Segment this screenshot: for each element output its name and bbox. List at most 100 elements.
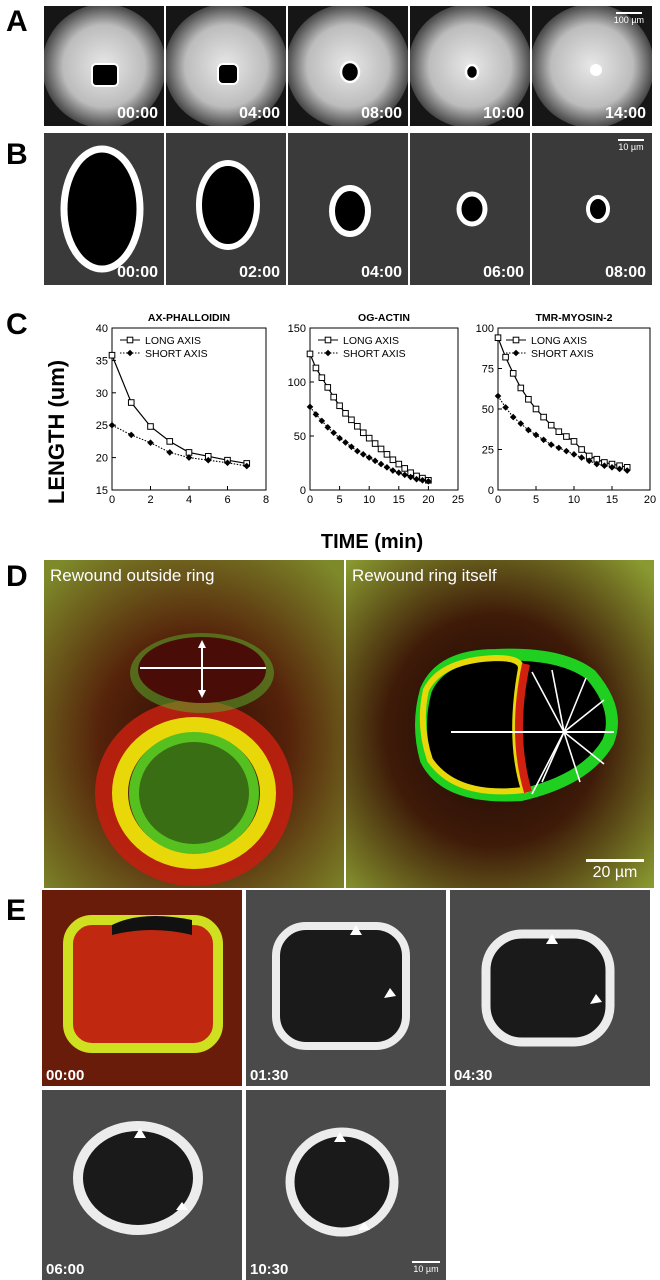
x-tick-label: 10 <box>568 494 580 506</box>
data-point-short-axis <box>185 454 193 461</box>
data-point-short-axis <box>401 471 409 479</box>
panel-b-frame: 06:00 <box>410 133 530 285</box>
x-tick-label: 20 <box>644 494 656 506</box>
panel-a-frame: 00:00 <box>44 6 164 126</box>
wound-image <box>42 1090 242 1280</box>
data-point-long-axis <box>312 364 320 372</box>
data-point-short-axis <box>365 454 373 461</box>
data-point-short-axis <box>509 413 517 421</box>
fluorescence-image <box>346 560 654 888</box>
panel-b-frame: 02:00 <box>166 133 286 285</box>
data-point-short-axis <box>359 451 367 458</box>
y-tick-label: 100 <box>476 323 494 335</box>
y-tick-label: 30 <box>96 388 108 400</box>
x-tick-label: 20 <box>422 494 434 506</box>
legend-label: SHORT AXIS <box>531 348 594 360</box>
data-point-long-axis <box>494 334 502 342</box>
timestamp: 02:00 <box>239 264 280 281</box>
y-tick-label: 100 <box>288 377 306 389</box>
x-axis-label: TIME (min) <box>321 531 423 553</box>
data-point-long-axis <box>532 405 540 413</box>
data-point-short-axis <box>306 403 314 411</box>
data-point-short-axis <box>494 392 502 400</box>
arrowhead-marker <box>590 994 602 1004</box>
data-point-long-axis <box>354 422 361 430</box>
data-point-short-axis <box>224 459 231 467</box>
legend-label: LONG AXIS <box>145 335 201 347</box>
data-point-short-axis <box>623 467 631 474</box>
panel-e-grid: 00:00 01:30 04:30 06:00 <box>42 890 654 1280</box>
y-tick-label: 35 <box>96 355 108 367</box>
egg-image <box>44 6 164 126</box>
arrowhead-marker <box>134 1128 146 1138</box>
timestamp: 14:00 <box>605 105 646 122</box>
panel-a-frame: 100 µm 14:00 <box>532 6 652 126</box>
panel-b-frame: 00:00 <box>44 133 164 285</box>
chart-title: AX-PHALLOIDIN <box>148 312 230 324</box>
data-point-long-axis <box>318 374 326 381</box>
series-line-short-axis <box>111 424 247 467</box>
data-point-short-axis <box>348 443 355 451</box>
y-tick-label: 15 <box>96 485 108 497</box>
wound-image <box>166 133 286 285</box>
data-point-short-axis <box>570 451 578 458</box>
scale-bar-label: 10 µm <box>618 142 644 152</box>
panel-a-row: 00:00 04:00 08:00 10:00 100 µm 14:00 <box>44 6 652 126</box>
timestamp: 10:30 <box>250 1261 289 1278</box>
data-point-short-axis <box>318 417 326 425</box>
data-point-short-axis <box>419 476 426 484</box>
data-point-long-axis <box>359 429 367 437</box>
legend-label: SHORT AXIS <box>145 348 208 360</box>
panel-label-b: B <box>6 138 28 171</box>
timestamp: 00:00 <box>117 264 158 281</box>
x-tick-label: 0 <box>495 494 501 506</box>
data-point-long-axis <box>330 393 337 401</box>
panel-e-frame: 00:00 <box>42 890 242 1086</box>
x-tick-label: 6 <box>224 494 230 506</box>
wound-image <box>246 1090 446 1280</box>
data-point-long-axis <box>547 421 555 429</box>
data-point-short-axis <box>547 441 555 448</box>
timestamp: 06:00 <box>46 1261 85 1278</box>
x-tick-label: 15 <box>606 494 618 506</box>
panel-d-left-title: Rewound outside ring <box>50 566 215 585</box>
data-point-short-axis <box>389 467 397 474</box>
data-point-short-axis <box>204 456 212 464</box>
timestamp: 06:00 <box>483 264 524 281</box>
data-point-short-axis <box>578 454 585 461</box>
series-line-long-axis <box>111 354 247 465</box>
data-point-short-axis <box>616 465 623 473</box>
panel-b-frame: 10 µm 08:00 <box>532 133 652 285</box>
data-point-short-axis <box>166 449 174 456</box>
data-point-short-axis <box>330 429 337 437</box>
data-point-short-axis <box>383 464 391 471</box>
panel-label-a: A <box>6 5 28 38</box>
data-point-long-axis <box>401 465 409 472</box>
data-point-long-axis <box>502 353 509 361</box>
panel-a-frame: 08:00 <box>288 6 408 126</box>
wound-image <box>532 133 652 285</box>
series-line-long-axis <box>309 353 429 481</box>
data-point-long-axis <box>395 460 403 468</box>
egg-image <box>166 6 286 126</box>
panel-d-right-title: Rewound ring itself <box>352 566 497 585</box>
wound-image <box>410 133 530 285</box>
data-point-short-axis <box>342 439 349 446</box>
legend-marker <box>512 349 520 357</box>
arrowhead-marker <box>350 925 362 935</box>
wound-image <box>288 133 408 285</box>
panel-e-frame: 01:30 <box>246 890 446 1086</box>
panel-label-d: D <box>6 560 28 593</box>
scale-bar-label: 100 µm <box>613 15 644 25</box>
panel-c-charts: LENGTH (um) TIME (min) AX-PHALLOIDIN 0 2 4 6… <box>44 312 656 553</box>
data-point-short-axis <box>312 411 320 418</box>
x-tick-label: 8 <box>263 494 269 506</box>
timestamp: 10:00 <box>483 105 524 122</box>
egg-image <box>288 6 408 126</box>
y-tick-label: 50 <box>294 431 306 443</box>
chart-title: OG-ACTIN <box>358 312 410 324</box>
wound-image <box>246 890 446 1086</box>
panel-e-frame: 04:30 <box>450 890 650 1086</box>
data-point-long-axis <box>578 446 585 453</box>
data-point-long-axis <box>563 433 570 440</box>
